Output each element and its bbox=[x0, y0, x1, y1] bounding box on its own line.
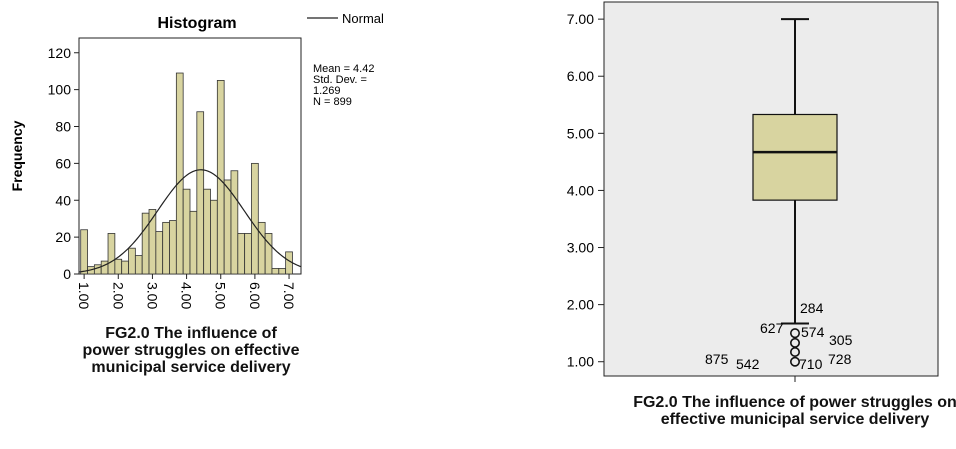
histogram-x-tick-label: 7.00 bbox=[281, 282, 297, 309]
histogram-chart: Histogram Frequency 0 20 40 60 80 100 120 1.00… bbox=[9, 11, 384, 309]
histogram-y-tick-label: 100 bbox=[48, 82, 72, 98]
outlier-label-305: 305 bbox=[829, 332, 853, 348]
histogram-bar bbox=[175, 72, 184, 275]
histogram-bar bbox=[114, 258, 123, 275]
histogram-x-tick-label: 2.00 bbox=[110, 282, 126, 309]
outlier-point bbox=[789, 328, 800, 339]
outlier-point bbox=[789, 337, 800, 348]
histogram-bar bbox=[107, 233, 116, 275]
histogram-bar bbox=[251, 162, 259, 275]
histogram-title: Histogram bbox=[157, 15, 236, 32]
histogram-x-tick-label: 1.00 bbox=[76, 282, 92, 309]
boxplot-y-tick-label: 1.00 bbox=[567, 354, 594, 370]
boxplot-x-axis-label: FG2.0 The influence of power struggles o… bbox=[633, 394, 956, 428]
histogram-y-tick-label: 80 bbox=[55, 119, 71, 135]
outlier-label-710: 710 bbox=[799, 356, 823, 372]
outlier-label-574: 574 bbox=[801, 324, 825, 340]
boxplot-y-ticks: 1.00 2.00 3.00 4.00 5.00 6.00 7.00 bbox=[567, 11, 604, 370]
histogram-bar bbox=[264, 233, 273, 275]
stats-n: N = 899 bbox=[313, 96, 352, 108]
histogram-bar bbox=[285, 251, 293, 275]
histogram-bar bbox=[196, 111, 205, 275]
boxplot-y-tick-label: 6.00 bbox=[567, 68, 594, 84]
stats-std-dev-value: 1.269 bbox=[313, 85, 341, 97]
histogram-y-tick-label: 40 bbox=[55, 192, 71, 208]
histogram-bar bbox=[128, 247, 136, 275]
normal-curve bbox=[78, 169, 302, 273]
boxplot-chart: 1.00 2.00 3.00 4.00 5.00 6.00 7.00 284 627 574… bbox=[567, 1, 939, 382]
histogram-bar bbox=[189, 210, 198, 275]
outlier-label-542: 542 bbox=[736, 356, 760, 372]
histogram-bar bbox=[223, 179, 232, 275]
histogram-x-tick-label: 5.00 bbox=[213, 282, 229, 309]
histogram-bar bbox=[257, 221, 266, 275]
histogram-bar bbox=[278, 268, 287, 275]
legend-label-normal: Normal bbox=[342, 11, 384, 26]
histogram-bars bbox=[80, 72, 293, 275]
iqr-box bbox=[752, 113, 838, 201]
histogram-x-axis-label: FG2.0 The influence of power struggles o… bbox=[82, 325, 300, 376]
histogram-y-tick-label: 20 bbox=[55, 229, 71, 245]
histogram-y-tick-label: 60 bbox=[55, 155, 71, 171]
histogram-bar bbox=[244, 233, 252, 275]
boxplot-y-tick-label: 3.00 bbox=[567, 240, 594, 256]
histogram-x-tick-label: 4.00 bbox=[179, 282, 195, 309]
outlier-point bbox=[789, 347, 800, 358]
histogram-bar bbox=[80, 229, 88, 275]
boxplot-y-tick-label: 5.00 bbox=[567, 125, 594, 141]
histogram-y-ticks: 0 20 40 60 80 100 120 bbox=[48, 45, 79, 282]
boxplot-y-tick-label: 2.00 bbox=[567, 297, 594, 313]
histogram-bar bbox=[203, 188, 211, 275]
histogram-bar bbox=[210, 199, 218, 275]
histogram-bar bbox=[182, 188, 191, 275]
outlier-label-728: 728 bbox=[828, 351, 852, 367]
histogram-bar bbox=[121, 260, 129, 275]
outlier-point bbox=[789, 356, 800, 367]
histogram-bar bbox=[134, 255, 143, 275]
histogram-y-axis-label: Frequency bbox=[9, 120, 25, 191]
outlier-points bbox=[789, 328, 800, 367]
histogram-x-tick-label: 3.00 bbox=[144, 282, 160, 309]
histogram-bar bbox=[93, 264, 102, 275]
boxplot-y-tick-label: 7.00 bbox=[567, 11, 594, 27]
outlier-label-284: 284 bbox=[800, 300, 824, 316]
stats-mean: Mean = 4.42 bbox=[313, 63, 374, 75]
histogram-bar bbox=[230, 170, 239, 275]
histogram-bar bbox=[141, 212, 150, 275]
histogram-bar bbox=[237, 233, 246, 275]
histogram-bar bbox=[169, 220, 177, 275]
histogram-bar bbox=[271, 268, 280, 275]
histogram-y-tick-label: 120 bbox=[48, 45, 72, 61]
outlier-label-875: 875 bbox=[705, 351, 729, 367]
histogram-bar bbox=[100, 260, 109, 275]
histogram-bar bbox=[155, 231, 164, 275]
outlier-label-627: 627 bbox=[760, 320, 784, 336]
stats-std-dev: Std. Dev. = bbox=[313, 74, 367, 86]
histogram-x-ticks: 1.00 2.00 3.00 4.00 5.00 6.00 7.00 bbox=[76, 274, 297, 309]
histogram-x-tick-label: 6.00 bbox=[247, 282, 263, 309]
histogram-y-tick-label: 0 bbox=[63, 266, 71, 282]
histogram-bar bbox=[162, 221, 170, 275]
boxplot-y-tick-label: 4.00 bbox=[567, 182, 594, 198]
